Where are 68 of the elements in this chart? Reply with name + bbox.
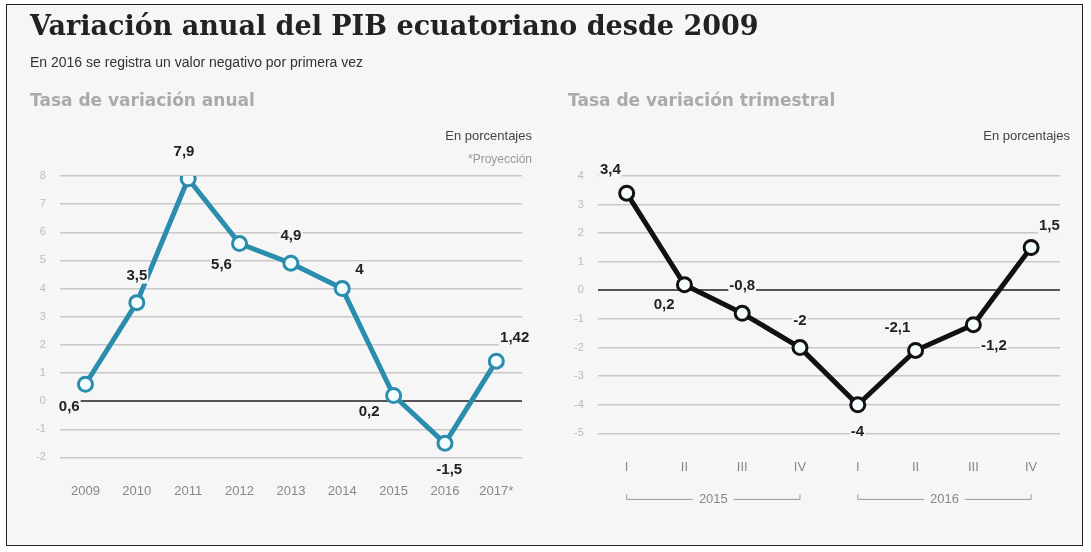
y-tick-label: -4	[574, 397, 584, 410]
text: *Proyección	[467, 152, 532, 166]
point	[964, 316, 982, 334]
point	[675, 276, 693, 294]
x-tick-label: II	[680, 458, 689, 474]
x-tick-label: 2009	[71, 482, 100, 498]
point	[618, 184, 636, 202]
point	[791, 339, 809, 357]
y-tick-label: -3	[574, 369, 584, 382]
data-label: -1,5	[436, 460, 463, 478]
x-tick-label: III	[967, 458, 979, 474]
data-label: 3,5	[126, 265, 148, 283]
data-label: 0,2	[358, 401, 380, 419]
point	[436, 434, 454, 452]
data-label: 4	[355, 259, 365, 277]
x-tick-label: IV	[793, 458, 807, 474]
x-tick-label: 2010	[122, 482, 152, 498]
x-tick-label: 2011	[174, 482, 203, 498]
data-label: 4,9	[280, 226, 302, 244]
x-tick-label: I	[855, 458, 860, 474]
point	[76, 375, 94, 393]
text: En porcentajes	[445, 128, 532, 143]
data-label: -1,2	[980, 335, 1007, 353]
x-tick-label: IV	[1024, 458, 1038, 474]
y-tick-label: 2	[577, 226, 584, 239]
x-tick-label: I	[624, 458, 629, 474]
y-tick-label: 4	[39, 281, 46, 294]
point	[733, 304, 751, 322]
text: Tasa de variación anual	[30, 90, 255, 110]
y-tick-label: 4	[577, 169, 584, 182]
point	[487, 352, 505, 370]
data-label: 0,6	[58, 397, 80, 415]
data-label: 7,9	[173, 142, 195, 160]
point	[282, 254, 300, 272]
data-label: -2,1	[884, 318, 911, 336]
x-tick-label: 2014	[327, 482, 357, 498]
x-tick-label: 2013	[276, 482, 306, 498]
point	[849, 396, 867, 414]
x-tick-label: 2016	[430, 482, 460, 498]
point	[1022, 239, 1040, 256]
data-label: -4	[850, 421, 865, 439]
data-label: 1,42	[500, 328, 530, 346]
data-label: -2	[793, 310, 807, 328]
data-label: 5,6	[211, 255, 232, 273]
point	[333, 280, 351, 298]
y-tick-label: 3	[577, 197, 584, 210]
point	[231, 235, 249, 253]
point	[907, 341, 925, 359]
y-tick-label: 2	[39, 337, 46, 350]
x-tick-label: 2017*	[479, 482, 514, 498]
data-label: 0,2	[653, 294, 675, 312]
point	[385, 386, 403, 404]
point	[128, 294, 146, 312]
y-tick-label: 8	[39, 169, 46, 182]
chart-title: Tasa de variación trimestral	[568, 90, 836, 110]
x-tick-label: III	[736, 458, 748, 474]
x-tick-label: II	[911, 458, 920, 474]
y-tick-label: -2	[574, 340, 584, 353]
chart-title: Variación anual del PIB ecuatoriano desde 2009	[30, 10, 759, 41]
data-label: 3,4	[600, 160, 622, 178]
y-tick-label: -2	[36, 450, 46, 463]
x-tick-label: 2012	[225, 482, 254, 498]
chart-subtitle: En 2016 se registra un valor negativo por primera vez	[30, 54, 364, 70]
data-label: -0,8	[729, 276, 756, 294]
y-tick-label: 3	[39, 309, 46, 322]
text: En porcentajes	[983, 128, 1070, 143]
x-tick-label: 2015	[379, 482, 409, 498]
data-label: 1,5	[1038, 216, 1060, 234]
